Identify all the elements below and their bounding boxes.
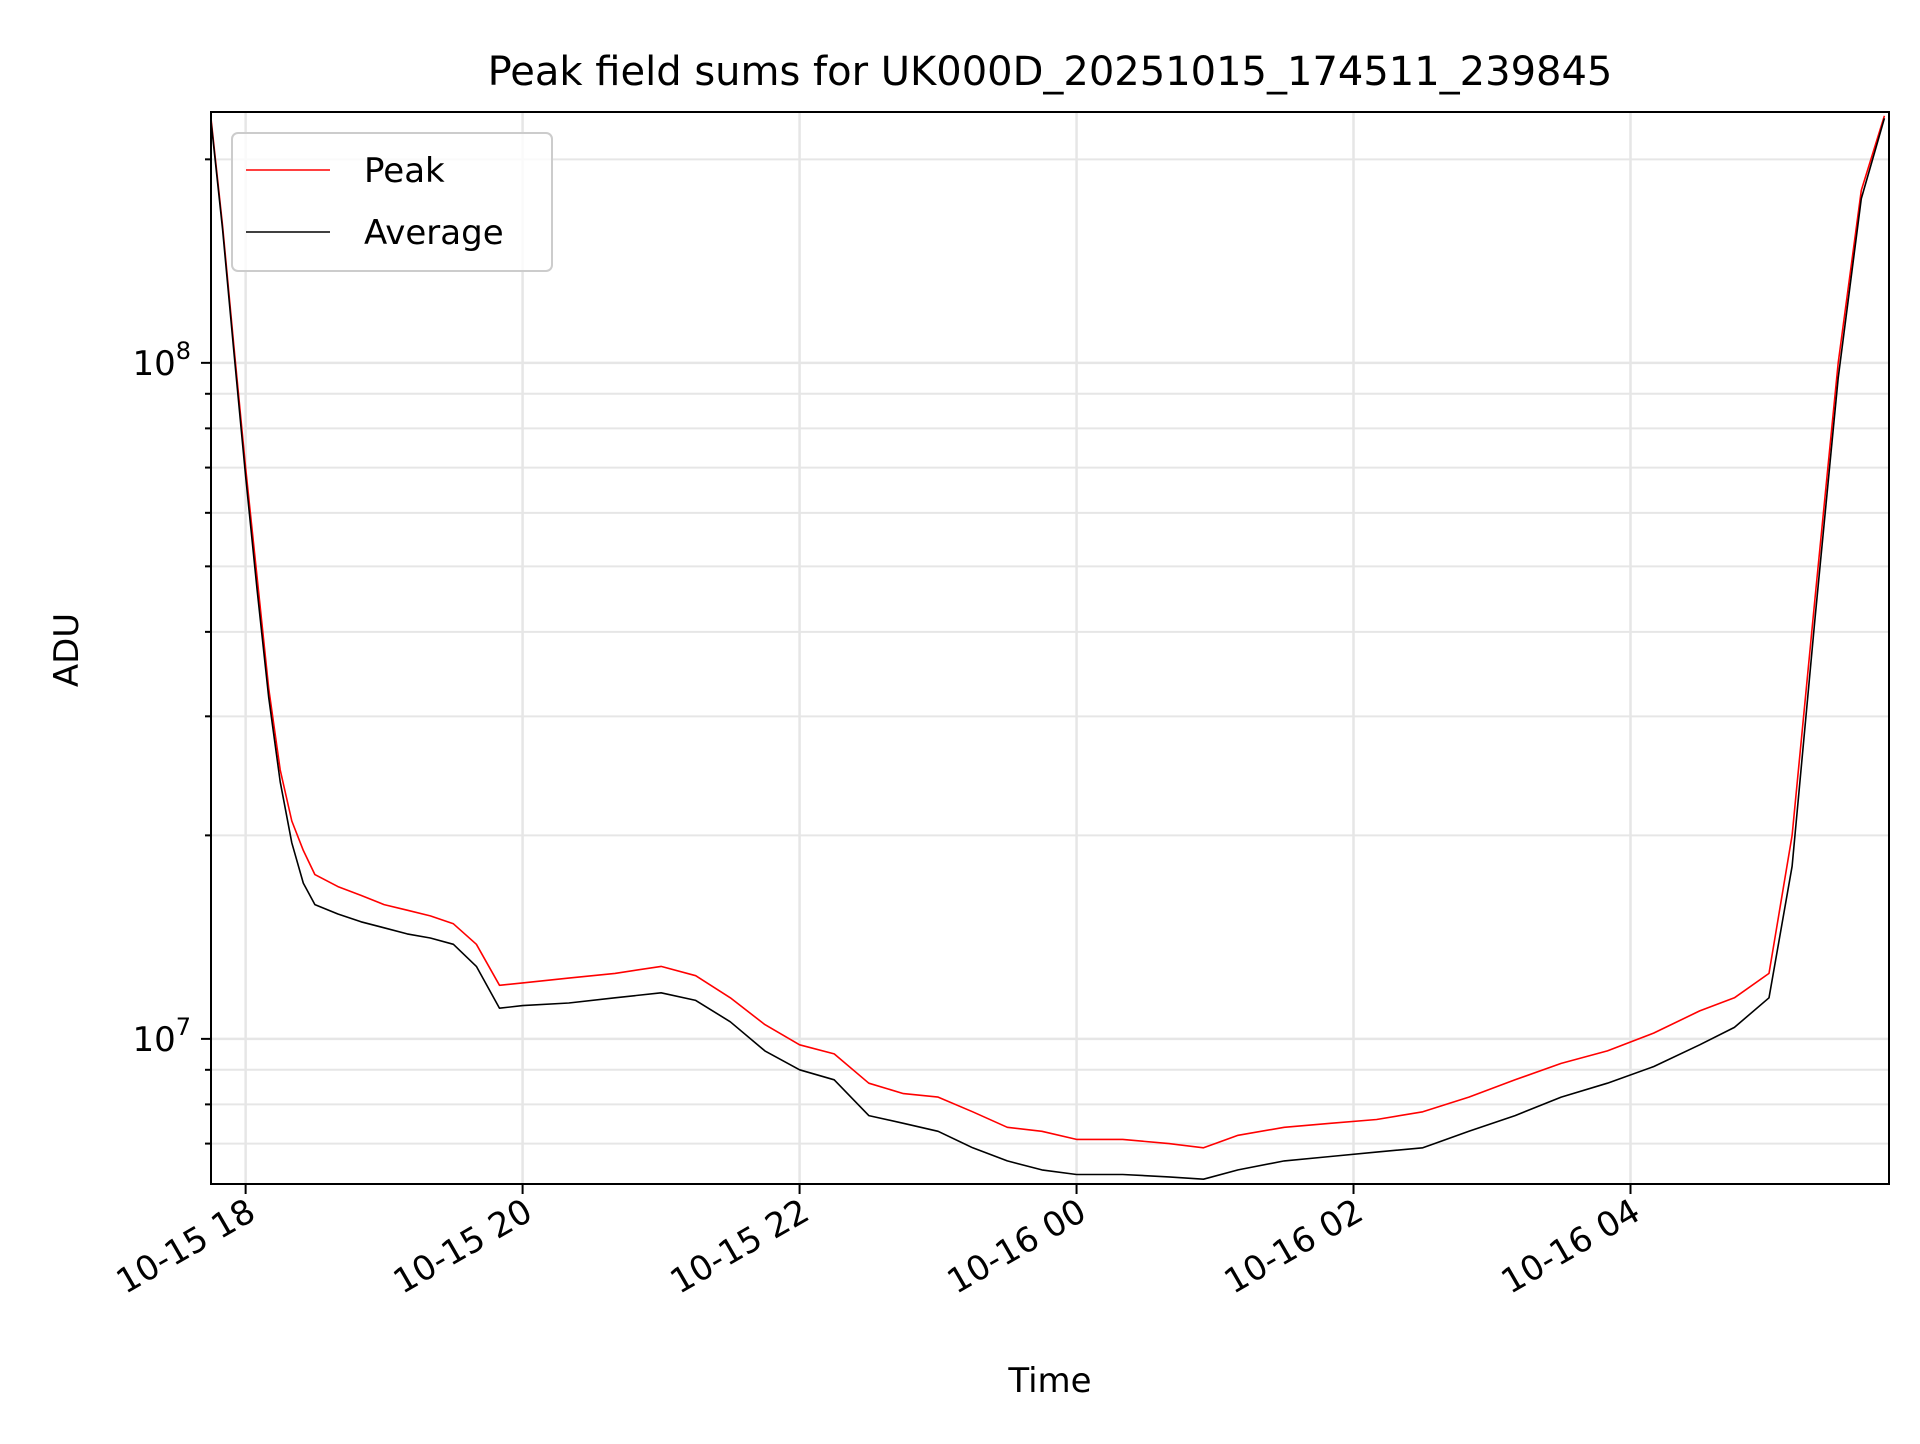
legend-label-average: Average: [364, 213, 504, 253]
y-tick-label: 107: [132, 1013, 191, 1060]
x-axis-label: Time: [1007, 1361, 1091, 1401]
plot-frame: [210, 111, 1890, 1185]
legend: Peak Average: [231, 132, 553, 272]
series-line-peak: [210, 115, 1886, 1149]
series-line-average: [210, 118, 1886, 1180]
y-tick-label: 108: [132, 337, 191, 384]
y-tick-exponent: 7: [176, 1013, 191, 1041]
y-tick-base: 10: [132, 1020, 175, 1060]
y-tick-exponent: 8: [176, 337, 191, 365]
series-lines: [210, 115, 1886, 1180]
chart-title: Peak field sums for UK000D_20251015_1745…: [488, 49, 1613, 95]
legend-label-peak: Peak: [364, 151, 445, 191]
legend-box: [231, 132, 553, 272]
y-tick-base: 10: [132, 344, 175, 384]
grid: [211, 112, 1889, 1184]
y-axis-label: ADU: [47, 613, 87, 687]
